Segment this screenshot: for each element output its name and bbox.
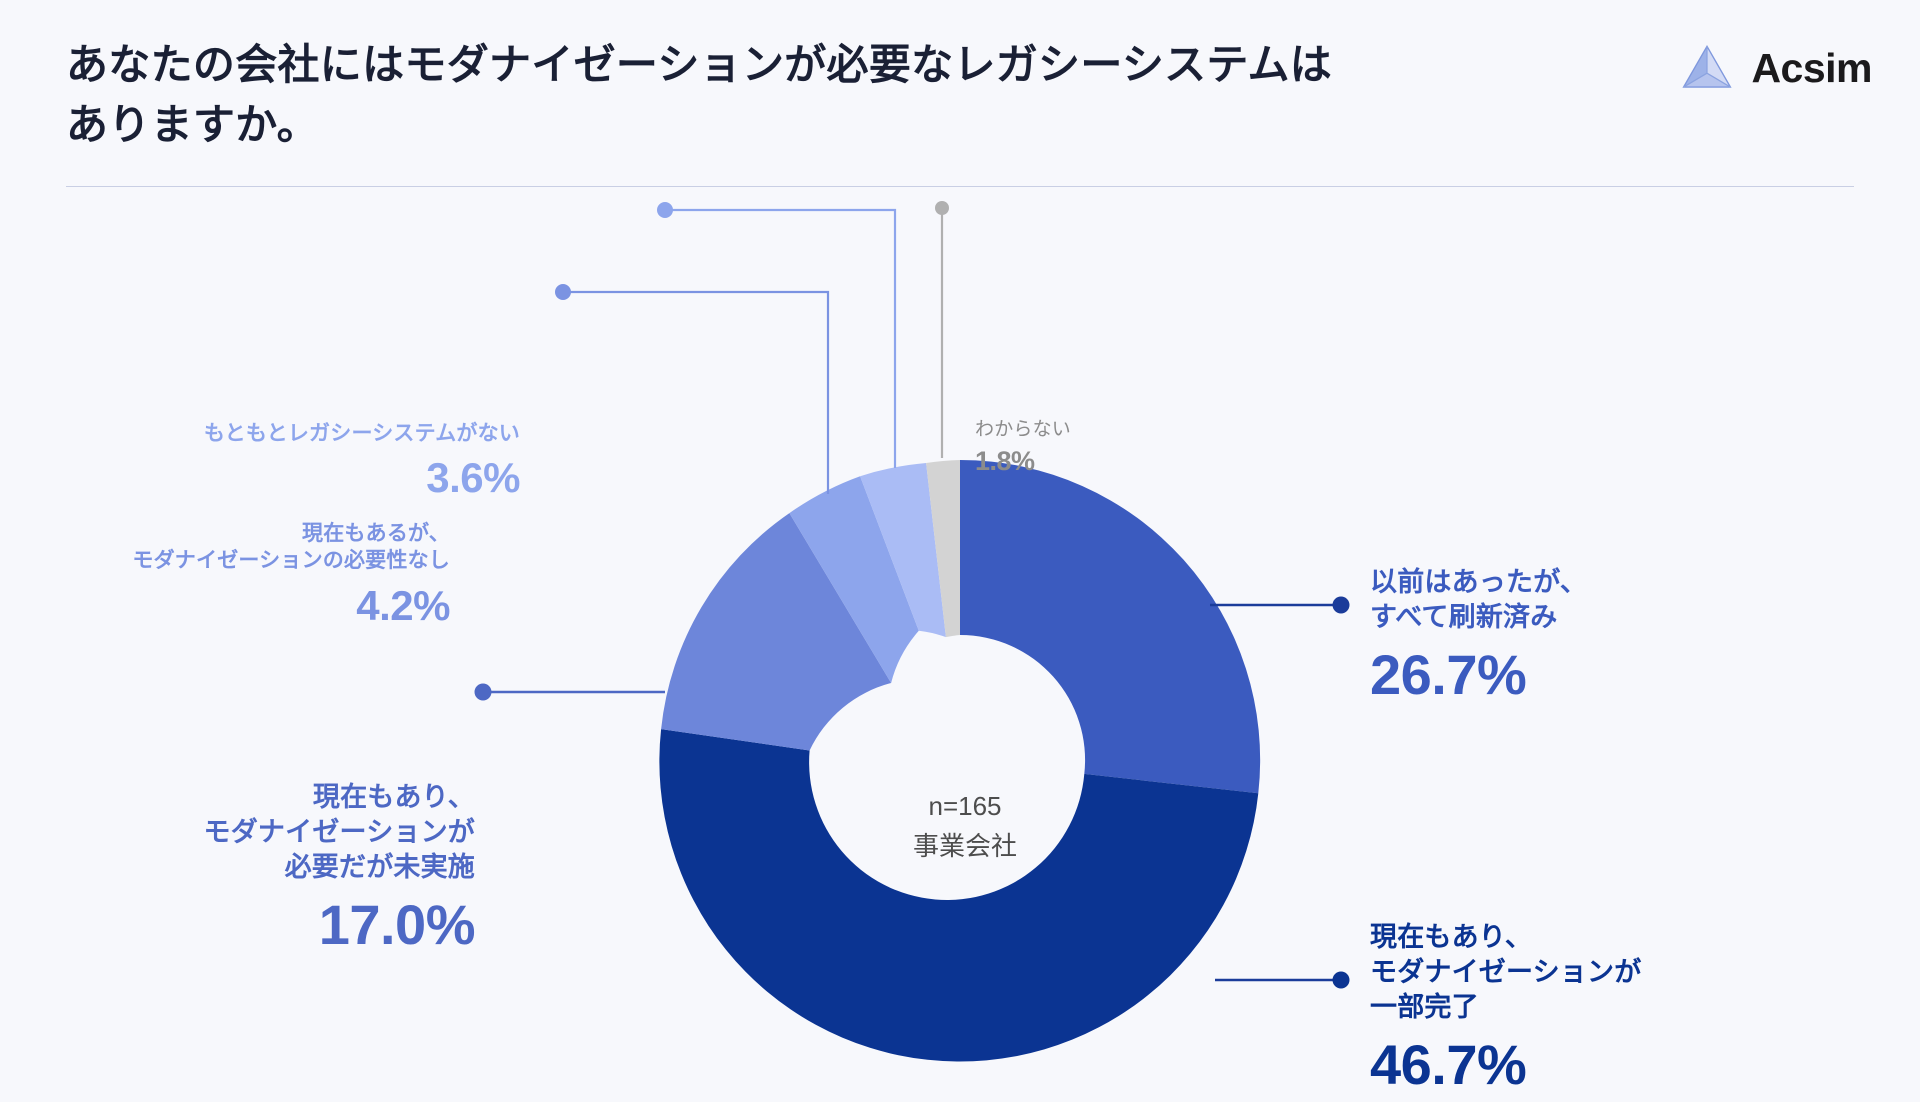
brand-lockup: Acsim <box>1681 42 1872 94</box>
callout-b-text: 現在もあり、 モダナイゼーションが 一部完了 <box>1370 922 1642 1023</box>
donut-chart: n=165 事業会社 以前はあったが、 すべて刷新済み 26.7% 現在もあり、… <box>0 180 1920 1096</box>
callout-e-percent: 3.6% <box>426 454 520 502</box>
callout-exists-no-modernization-needed[interactable]: 現在もあるが、 モダナイゼーションの必要性なし 4.2% <box>132 520 450 633</box>
callout-exists-modernization-partially-done[interactable]: 現在もあり、 モダナイゼーションが 一部完了 46.7% <box>1370 920 1641 1102</box>
callout-e-text: もともとレガシーシステムがない <box>203 422 520 445</box>
callout-d-text: 現在もあるが、 モダナイゼーションの必要性なし <box>132 522 450 573</box>
leader-dot-callout-d <box>555 284 571 300</box>
slice-no-legacy-system-originally[interactable] <box>860 463 946 638</box>
callout-d-percent: 4.2% <box>356 581 450 629</box>
page-header: あなたの会社にはモダナイゼーションが必要なレガシーシステムは ありますか。 Ac… <box>0 0 1920 190</box>
leader-line-callout-d <box>570 290 830 494</box>
slice-exists-no-modernization-needed[interactable] <box>789 476 919 683</box>
leader-line-group-d <box>570 290 830 494</box>
leader-line-callout-e <box>672 208 897 468</box>
leader-dot-callout-c <box>474 683 492 701</box>
donut-center-label: n=165 事業会社 <box>835 786 1095 867</box>
callout-b-percent: 46.7% <box>1370 1033 1527 1097</box>
callout-c-text: 現在もあり、 モダナイゼーションが 必要だが未実施 <box>203 782 475 883</box>
slice-previously-existed-all-renewed[interactable] <box>960 459 1261 794</box>
leader-line-group-right <box>1210 603 1335 982</box>
tetrahedron-logo-icon <box>1682 44 1733 88</box>
callout-a-percent: 26.7% <box>1370 643 1527 707</box>
sample-segment-label: 事業会社 <box>912 831 1017 862</box>
callout-exists-modernization-needed-not-started[interactable]: 現在もあり、 モダナイゼーションが 必要だが未実施 17.0% <box>203 780 476 962</box>
callout-f-text: わからない <box>975 419 1072 440</box>
slice-exists-modernization-needed-not-started[interactable] <box>661 513 892 751</box>
leader-dot-callout-e <box>657 202 673 218</box>
donut-chart-svg <box>474 201 1350 1062</box>
leader-line-group-e <box>672 208 897 468</box>
leader-dot-callout-b <box>1332 971 1350 989</box>
callout-previously-existed-all-renewed[interactable]: 以前はあったが、 すべて刷新済み 26.7% <box>1370 565 1587 712</box>
page-title: あなたの会社にはモダナイゼーションが必要なレガシーシステムは ありますか。 <box>66 41 1333 148</box>
sample-size-label: n=165 <box>928 791 1002 821</box>
callout-f-percent: 1.8% <box>975 445 1035 476</box>
callout-no-legacy-system-originally[interactable]: もともとレガシーシステムがない 3.6% <box>203 420 521 506</box>
header-divider <box>66 186 1854 187</box>
callout-c-percent: 17.0% <box>318 893 476 957</box>
leader-dot-callout-a <box>1332 596 1350 614</box>
brand-name: Acsim <box>1751 44 1872 91</box>
slice-dont-know[interactable] <box>926 460 960 638</box>
callout-a-text: 以前はあったが、 すべて刷新済み <box>1370 567 1588 633</box>
leader-dot-callout-f <box>935 201 949 215</box>
callout-dont-know[interactable]: わからない 1.8% <box>975 418 1071 479</box>
slice-exists-modernization-partially-done[interactable] <box>659 729 1259 1062</box>
